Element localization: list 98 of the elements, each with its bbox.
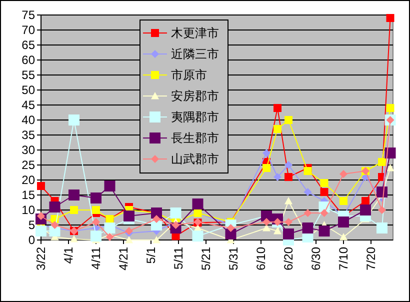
y-tick-label: 35	[22, 128, 36, 142]
point	[70, 235, 78, 242]
point	[68, 114, 80, 126]
point	[192, 198, 204, 210]
point	[340, 233, 348, 240]
legend-label: 山武郡市	[171, 152, 219, 166]
point	[284, 116, 292, 124]
point	[104, 180, 116, 192]
point	[386, 104, 394, 112]
point	[384, 148, 396, 158]
point	[274, 104, 282, 112]
point	[284, 218, 292, 226]
point	[106, 233, 114, 241]
point	[340, 197, 348, 205]
point	[378, 206, 386, 214]
point	[262, 149, 270, 157]
point	[104, 222, 116, 234]
point	[284, 161, 292, 169]
point	[125, 236, 133, 244]
x-tick-label: 5/21	[199, 246, 214, 270]
point	[340, 170, 348, 178]
y-tick-label: 50	[22, 83, 36, 98]
legend-label: 近隣三市	[171, 47, 219, 62]
point	[50, 221, 59, 229]
y-tick-label: 40	[22, 113, 36, 128]
y-tick-label: 25	[22, 158, 36, 172]
point	[68, 190, 80, 200]
point	[192, 230, 204, 242]
point	[90, 230, 102, 242]
x-tick-label: 6/30	[309, 246, 324, 270]
y-tick-label: 60	[22, 53, 36, 68]
point	[320, 188, 328, 196]
point	[90, 192, 102, 204]
x-tick-label: 5/1	[144, 246, 158, 264]
point	[284, 173, 292, 181]
legend-label: 長生郡市	[171, 131, 219, 146]
point	[304, 209, 312, 217]
point	[92, 218, 100, 226]
y-tick-label: 20	[22, 173, 36, 188]
y-tick-label: 75	[22, 8, 36, 22]
point	[302, 222, 314, 234]
x-tick-label: 6/10	[254, 246, 268, 270]
point	[304, 167, 312, 175]
legend-label: 木更津市	[171, 26, 219, 40]
point	[172, 221, 180, 229]
legend-label: 市原市	[171, 68, 207, 82]
x-tick-label: 5/31	[226, 246, 241, 270]
point	[320, 179, 328, 187]
point	[37, 182, 45, 190]
point	[262, 224, 270, 232]
point	[70, 206, 78, 214]
point	[226, 224, 235, 232]
y-tick-label: 5	[28, 218, 36, 232]
y-tick-label: 0	[28, 233, 36, 248]
point	[378, 158, 386, 166]
point	[274, 227, 282, 234]
x-tick-label: 4/21	[116, 246, 131, 270]
y-tick-label: 30	[22, 143, 36, 158]
point	[320, 209, 328, 217]
point	[304, 188, 312, 196]
point	[318, 226, 330, 236]
y-tick-label: 45	[22, 98, 36, 112]
point	[376, 186, 388, 198]
x-tick-label: 6/20	[282, 246, 296, 270]
legend-label: 安房郡市	[171, 89, 219, 104]
point	[125, 227, 133, 235]
point	[386, 14, 394, 22]
point	[376, 222, 388, 234]
x-tick-label: 7/10	[336, 246, 351, 270]
x-tick-label: 7/20	[364, 246, 378, 270]
point	[37, 212, 45, 220]
point	[49, 202, 60, 212]
x-tick-label: 4/11	[89, 246, 104, 270]
point	[386, 164, 394, 172]
point	[170, 208, 182, 218]
y-tick-label: 70	[22, 23, 36, 38]
point	[283, 228, 294, 240]
point	[274, 125, 282, 133]
x-tick-label: 5/11	[172, 246, 186, 270]
x-tick-label: 4/1	[62, 246, 76, 264]
legend-label: 夷隅郡市	[171, 110, 219, 124]
point	[262, 218, 270, 226]
point	[92, 206, 100, 214]
y-tick-label: 15	[22, 188, 36, 202]
x-tick-label: 3/22	[34, 246, 48, 270]
point	[124, 210, 134, 222]
point	[360, 204, 371, 216]
y-tick-label: 55	[22, 68, 36, 82]
point	[274, 173, 282, 181]
point	[362, 197, 370, 205]
point	[152, 215, 160, 223]
y-tick-label: 65	[22, 38, 36, 52]
point	[152, 236, 160, 244]
point	[284, 197, 292, 204]
point	[262, 164, 270, 172]
point	[338, 216, 349, 228]
y-tick-label: 10	[22, 203, 36, 218]
point	[36, 226, 46, 236]
